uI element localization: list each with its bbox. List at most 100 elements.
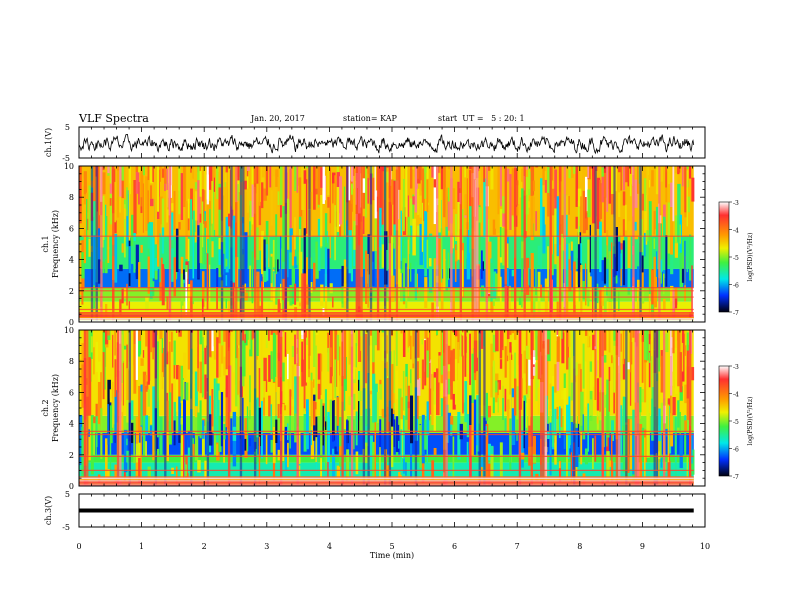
ch1-spectrogram-sferic	[658, 166, 661, 322]
ch2-spectrogram-cell	[374, 330, 378, 346]
ch2-spectrogram-cell	[324, 389, 327, 422]
ch2-spectrogram-cell	[421, 359, 425, 390]
ch1-spectrogram-cell	[246, 188, 251, 213]
ch1-spectrogram-cell	[223, 166, 227, 183]
ch1-spectrogram-cell	[232, 280, 235, 321]
ch1-spectrogram-cell	[495, 240, 499, 249]
ch1-spectrogram-cell	[670, 182, 673, 217]
ch2-spectrogram-cell	[277, 330, 280, 359]
ch1-spectrogram-cell	[582, 190, 586, 234]
ch1-spectrogram-cell	[488, 166, 492, 171]
ch1-spectrogram-cell	[142, 183, 145, 233]
ch2-spectrogram-cell	[485, 392, 488, 421]
ch2-spectrogram-cell	[201, 337, 204, 398]
ch1-spectrogram-cell	[674, 243, 678, 258]
ch1-spectrogram-gap	[369, 166, 373, 322]
ch2-spectrogram-cell	[135, 443, 139, 463]
ch1-spectrogram-sferic	[549, 166, 552, 322]
ch2-spectrogram-cell	[357, 379, 360, 434]
ch2-spectrogram-cell	[670, 372, 672, 429]
ch1-spectrogram-cell	[506, 243, 509, 269]
ch2-spectrogram-ytick-label: 2	[69, 451, 74, 460]
ch1-spectrogram-cell	[587, 189, 591, 218]
ch1-spectrogram-ytick-label: 8	[69, 193, 74, 202]
ch2-spectrogram-gap	[414, 330, 418, 486]
ch2-spectrogram-cell	[166, 351, 169, 365]
ch1-spectrogram-cell	[447, 166, 451, 170]
ch1-spectrogram-cell	[601, 167, 605, 177]
ch2-spectrogram-cell	[88, 429, 90, 437]
ch1-spectrogram-cell	[634, 230, 639, 240]
ch2-spectrogram-cell	[556, 357, 560, 391]
ch2-spectrogram-cell	[93, 416, 97, 424]
ch2-spectrogram-cell	[490, 343, 494, 398]
ch2-spectrogram-cell	[509, 330, 512, 335]
ch2-spectrogram-cell	[261, 330, 263, 341]
ch2-spectrogram-cell	[180, 418, 183, 425]
ch2-spectrogram-cell	[301, 359, 304, 387]
ch2-spectrogram-cell	[275, 376, 277, 416]
ch1-spectrogram-cell	[263, 239, 267, 271]
ch1-spectrogram-cell	[580, 264, 583, 314]
ch2-spectrogram-cell	[684, 415, 687, 452]
ch1-spectrogram-cell	[689, 234, 692, 281]
ch1-spectrogram-cell	[187, 166, 190, 199]
ch2-spectrogram-cell	[608, 379, 610, 412]
ch1-spectrogram-cell	[159, 166, 162, 169]
ch1-spectrogram-cell	[336, 166, 339, 173]
ch1-spectrogram-cell	[644, 192, 648, 245]
ch1-spectrogram-cell	[426, 179, 429, 213]
ch1-spectrogram-cell	[386, 171, 390, 183]
ch2-spectrogram-cell	[112, 403, 114, 428]
ch2-spectrogram-cell	[149, 425, 154, 436]
ch2-spectrogram-cell	[594, 330, 596, 347]
ch2-spectrogram-cell	[660, 402, 664, 416]
ch1-spectrogram-cell	[199, 166, 201, 171]
ch2-spectrogram-cell	[244, 438, 247, 451]
ch2-spectrogram-cell	[161, 347, 166, 378]
ch1-spectrogram-cell	[492, 271, 497, 299]
ch2-spectrogram-cell	[646, 399, 649, 458]
ch2-spectrogram-cell	[603, 330, 607, 351]
ch2-spectrogram-cell	[218, 390, 222, 400]
ch1-spectrogram-cell	[544, 179, 547, 193]
ch1-spectrogram-cell	[480, 250, 483, 279]
ch2-spectrogram-cell	[488, 405, 492, 418]
ch1-spectrogram-cell	[258, 166, 261, 206]
ch1-spectrogram-cell	[102, 166, 105, 171]
ch1-spectrogram-cell	[171, 212, 174, 241]
ch1-spectrogram-cell	[251, 184, 254, 218]
ch2-spectrogram-cell	[511, 388, 516, 446]
ch2-spectrogram-cell	[476, 445, 478, 457]
ch2-spectrogram-cell	[291, 345, 295, 358]
ch2-spectrogram-cell	[686, 330, 689, 351]
ch2-spectrogram-cell	[400, 429, 403, 475]
ch2-spectrogram-cell	[353, 366, 356, 380]
ch2-spectrogram-cell	[490, 446, 494, 486]
ch1-spectrogram-cell	[339, 176, 343, 225]
ch2-spectrogram-cell	[386, 406, 390, 432]
ch2-spectrogram-cell	[471, 348, 475, 406]
ch1-spectrogram-cell	[457, 202, 461, 260]
ch1-spectrogram-cell	[348, 166, 351, 201]
ch1-spectrogram-sferic	[632, 166, 635, 322]
ch1-spectrogram-cell	[374, 166, 376, 200]
ch2-spectrogram-cell	[249, 375, 251, 420]
ch1-spectrogram-cell	[433, 179, 437, 188]
ch2-spectrogram-cell	[178, 365, 181, 410]
ch2-spectrogram-cell	[142, 415, 146, 457]
ch2-spectrogram-gap	[239, 330, 243, 486]
ch2-spectrogram-cell	[187, 430, 191, 448]
ch2-spectrogram-cell	[674, 418, 677, 453]
ch2-spectrogram-gap	[367, 330, 370, 486]
ch2-spectrogram-cell	[277, 449, 280, 461]
ch1-spectrogram-cell	[469, 206, 473, 253]
ch1-spectrogram-cell	[147, 190, 149, 224]
ch2-spectrogram-cell	[492, 334, 497, 353]
ch2-spectrogram-cell	[582, 343, 585, 389]
ch2-spectrogram-cell	[157, 397, 159, 438]
ch2-spectrogram-cell	[502, 385, 504, 420]
ch1-spectrogram-cell	[216, 268, 219, 288]
ch2-spectrogram-cell	[310, 430, 312, 446]
ch1-spectrogram-cell	[107, 166, 111, 174]
